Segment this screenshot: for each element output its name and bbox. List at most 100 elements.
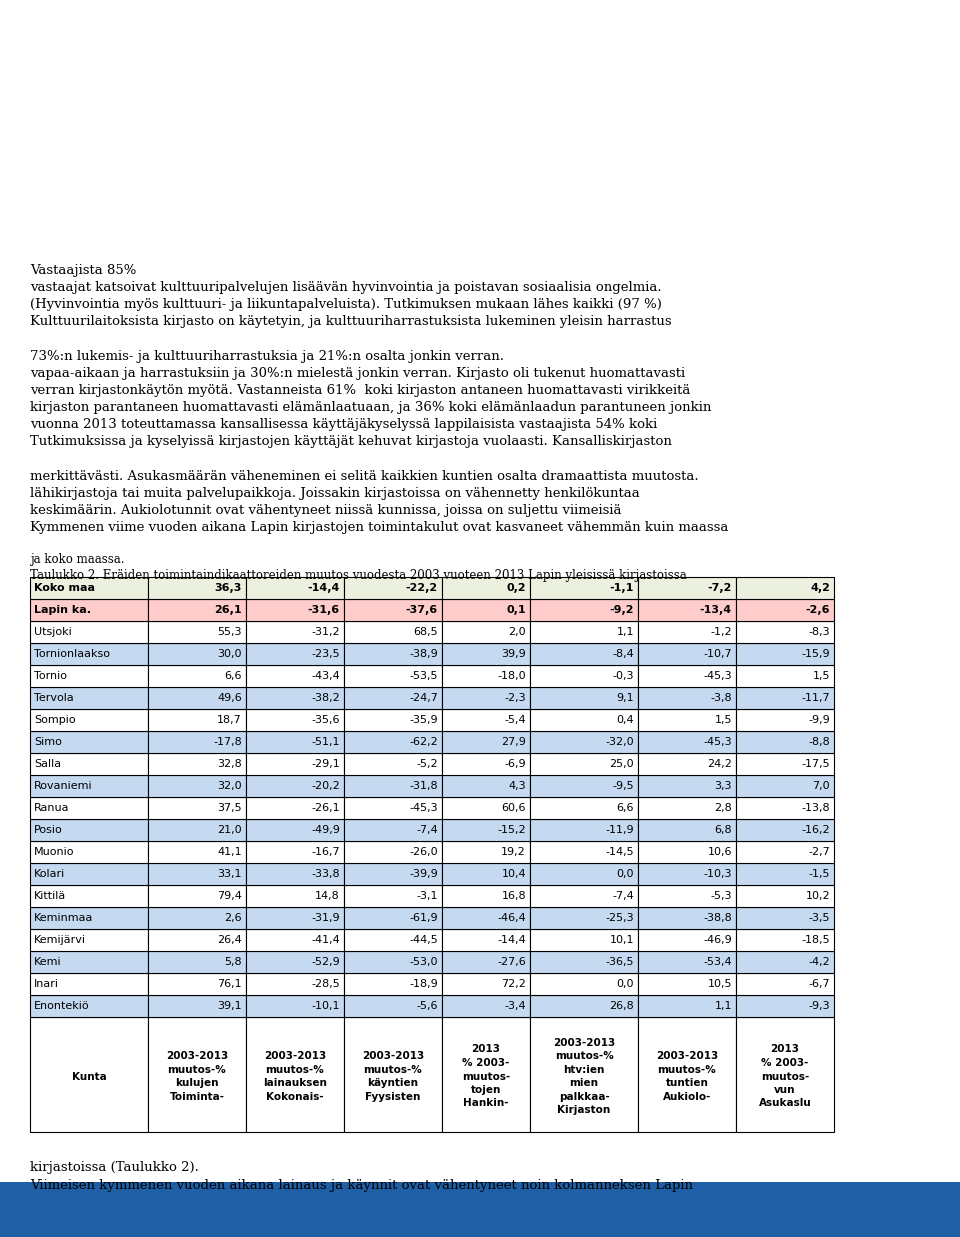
Bar: [530, 753, 638, 776]
Bar: [736, 995, 834, 1017]
Text: -52,9: -52,9: [311, 957, 340, 967]
Text: kirjaston parantaneen huomattavasti elämänlaatuaan, ja 36% koki elämänlaadun par: kirjaston parantaneen huomattavasti eläm…: [30, 401, 711, 414]
Bar: [638, 687, 736, 709]
Text: -2,7: -2,7: [808, 847, 830, 857]
Text: vun: vun: [775, 1085, 796, 1095]
Text: 6,6: 6,6: [616, 803, 634, 813]
Bar: [30, 819, 148, 841]
Text: 39,9: 39,9: [501, 649, 526, 659]
Text: -38,8: -38,8: [704, 913, 732, 923]
Text: 30,0: 30,0: [218, 649, 242, 659]
Text: -31,8: -31,8: [409, 781, 438, 790]
Bar: [638, 776, 736, 797]
Bar: [246, 599, 344, 621]
Text: -15,2: -15,2: [497, 825, 526, 835]
Text: -1,2: -1,2: [710, 627, 732, 637]
Bar: [736, 907, 834, 929]
Text: 2003-2013: 2003-2013: [166, 1051, 228, 1061]
Text: 79,4: 79,4: [217, 891, 242, 901]
Text: 60,6: 60,6: [501, 803, 526, 813]
Bar: [344, 1017, 442, 1132]
Text: mien: mien: [569, 1079, 598, 1089]
Bar: [638, 753, 736, 776]
Bar: [344, 974, 442, 995]
Text: -51,1: -51,1: [311, 737, 340, 747]
Bar: [530, 776, 638, 797]
Bar: [638, 731, 736, 753]
Text: -14,4: -14,4: [307, 583, 340, 593]
Text: -44,5: -44,5: [409, 935, 438, 945]
Bar: [148, 753, 246, 776]
Text: 26,4: 26,4: [217, 935, 242, 945]
Bar: [246, 841, 344, 863]
Text: 19,2: 19,2: [501, 847, 526, 857]
Bar: [344, 643, 442, 666]
Text: 10,2: 10,2: [805, 891, 830, 901]
Bar: [148, 951, 246, 974]
Text: -7,2: -7,2: [708, 583, 732, 593]
Bar: [530, 731, 638, 753]
Bar: [148, 621, 246, 643]
Text: -9,5: -9,5: [612, 781, 634, 790]
Text: -3,1: -3,1: [417, 891, 438, 901]
Text: -5,2: -5,2: [417, 760, 438, 769]
Text: 10,4: 10,4: [501, 870, 526, 880]
Text: htv:ien: htv:ien: [564, 1065, 605, 1075]
Bar: [442, 929, 530, 951]
Text: (Hyvinvointia myös kulttuuri- ja liikuntapalveluista). Tutkimuksen mukaan lähes : (Hyvinvointia myös kulttuuri- ja liikunt…: [30, 298, 661, 310]
Text: muutos-: muutos-: [761, 1071, 809, 1081]
Bar: [736, 666, 834, 687]
Text: -45,3: -45,3: [409, 803, 438, 813]
Text: % 2003-: % 2003-: [761, 1058, 808, 1068]
Text: 27,9: 27,9: [501, 737, 526, 747]
Bar: [148, 974, 246, 995]
Text: -31,2: -31,2: [311, 627, 340, 637]
Text: 10,5: 10,5: [708, 978, 732, 990]
Text: 25,0: 25,0: [610, 760, 634, 769]
Bar: [344, 951, 442, 974]
Bar: [638, 666, 736, 687]
Text: -9,2: -9,2: [610, 605, 634, 615]
Text: Haasteet: Haasteet: [65, 1209, 172, 1230]
Text: 37,5: 37,5: [217, 803, 242, 813]
Bar: [530, 929, 638, 951]
Bar: [442, 951, 530, 974]
Text: -46,9: -46,9: [704, 935, 732, 945]
Text: lainauksen: lainauksen: [263, 1079, 327, 1089]
Text: Kulttuurilaitoksista kirjasto on käytetyin, ja kulttuuriharrastuksista lukeminen: Kulttuurilaitoksista kirjasto on käytety…: [30, 315, 672, 328]
Text: 0,4: 0,4: [616, 715, 634, 725]
Bar: [246, 819, 344, 841]
Bar: [344, 621, 442, 643]
Text: -35,9: -35,9: [409, 715, 438, 725]
Text: -32,0: -32,0: [606, 737, 634, 747]
Text: käyntien: käyntien: [368, 1079, 419, 1089]
Bar: [148, 1017, 246, 1132]
Text: Inari: Inari: [34, 978, 59, 990]
Bar: [344, 929, 442, 951]
Text: -24,7: -24,7: [409, 693, 438, 703]
Bar: [344, 731, 442, 753]
Text: -18,5: -18,5: [802, 935, 830, 945]
Bar: [530, 621, 638, 643]
Text: -29,1: -29,1: [311, 760, 340, 769]
Bar: [344, 995, 442, 1017]
Text: Kolari: Kolari: [34, 870, 65, 880]
Text: -17,5: -17,5: [802, 760, 830, 769]
Bar: [30, 643, 148, 666]
Bar: [736, 819, 834, 841]
Text: 0,0: 0,0: [616, 870, 634, 880]
Text: 4.: 4.: [30, 1209, 53, 1230]
Text: 7,0: 7,0: [812, 781, 830, 790]
Text: -33,8: -33,8: [311, 870, 340, 880]
Bar: [148, 576, 246, 599]
Text: 14,8: 14,8: [315, 891, 340, 901]
Bar: [30, 863, 148, 884]
Text: 18,7: 18,7: [217, 715, 242, 725]
Bar: [530, 1017, 638, 1132]
Bar: [246, 687, 344, 709]
Bar: [246, 797, 344, 819]
Bar: [30, 709, 148, 731]
Text: -31,6: -31,6: [308, 605, 340, 615]
Bar: [246, 929, 344, 951]
Bar: [30, 884, 148, 907]
